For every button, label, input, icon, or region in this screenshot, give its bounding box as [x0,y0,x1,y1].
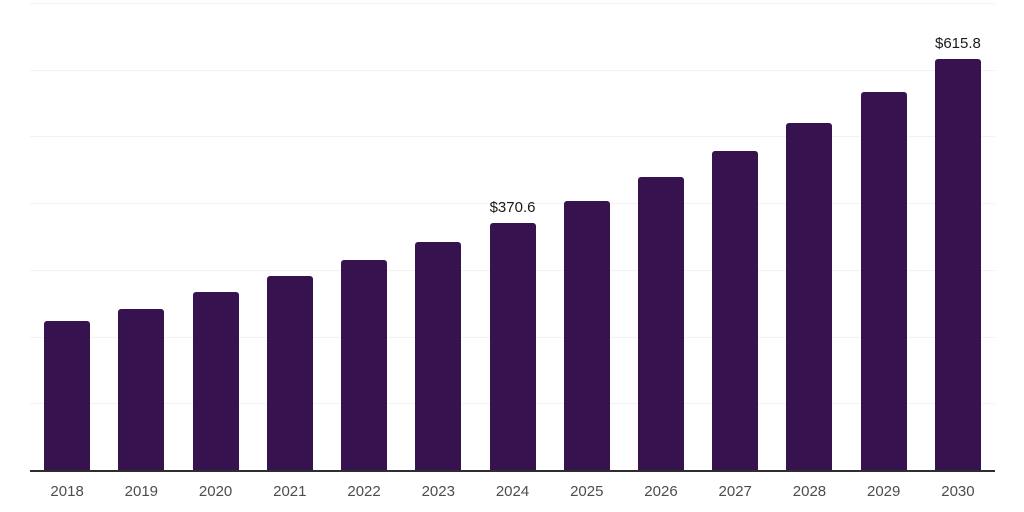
bar-2028 [786,123,833,470]
gridline [30,136,995,138]
bar-2029 [860,92,907,470]
bars-container: $370.6 $615.8 [30,3,995,470]
bar-slice [550,3,624,470]
bar-slice [178,3,252,470]
gridline [30,3,995,4]
bar-value-label: $615.8 [934,35,981,53]
bar-2019 [118,308,165,470]
x-axis: 2018 2019 2020 2021 2022 2023 2024 2025 2026 2027… [30,483,995,500]
x-tick-label: 2029 [867,483,901,500]
x-tick-label: 2020 [198,483,233,500]
bar-2024 [489,222,536,470]
bar-slice [401,3,475,470]
bar-2030 [934,59,981,470]
bar-slice: $615.8 [921,3,995,470]
gridline [30,203,995,205]
x-tick-label: 2026 [644,483,678,500]
bar-slice [698,3,772,470]
bar-slice [30,3,104,470]
bar-2022 [341,259,388,470]
bar-slice [624,3,698,470]
x-tick-label: 2028 [792,483,827,500]
x-tick-label: 2022 [347,483,381,500]
bar-2021 [266,275,313,470]
x-tick-label: 2030 [941,483,975,500]
x-tick-label: 2023 [421,483,455,500]
bar-2025 [563,200,610,470]
x-tick-label: 2027 [718,483,752,500]
bar-2020 [192,291,239,470]
x-tick-label: 2024 [495,483,530,500]
x-tick-label: 2021 [273,483,307,500]
x-axis-line [30,470,995,472]
bar-slice: $370.6 [475,3,549,470]
bar-value-label: $370.6 [489,198,536,216]
bar-slice [327,3,401,470]
bar-2026 [637,177,684,470]
plot-area: $370.6 $615.8 [30,3,995,472]
bar-2023 [415,241,462,470]
bar-slice [772,3,846,470]
bar-2027 [712,151,759,470]
x-tick-label: 2019 [124,483,159,500]
bar-slice [253,3,327,470]
x-tick-label: 2018 [50,483,84,500]
gridline [30,69,995,71]
bar-slice [104,3,178,470]
bar-2018 [44,320,91,470]
x-tick-label: 2025 [570,483,604,500]
bar-slice [847,3,921,470]
